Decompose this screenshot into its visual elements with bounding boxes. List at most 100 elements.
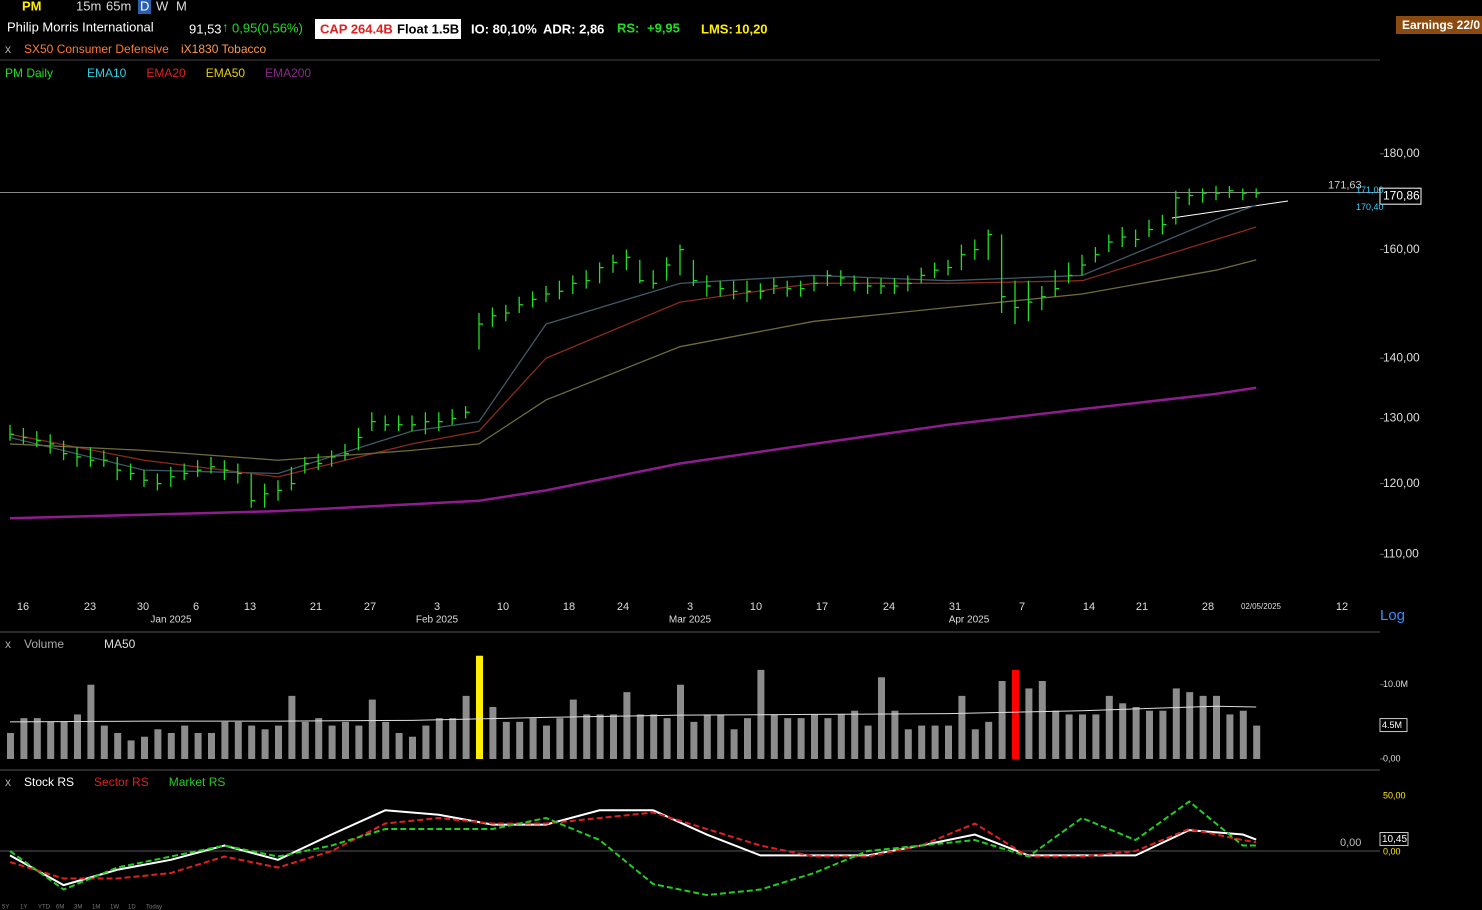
time-range[interactable]: 1M xyxy=(92,905,100,910)
interval[interactable]: M xyxy=(176,0,187,13)
volume-bar xyxy=(811,714,818,759)
time-range[interactable]: 5Y xyxy=(2,905,9,910)
volume-bar xyxy=(703,714,711,759)
y-tick-label: 160,00 xyxy=(1383,242,1420,256)
lms-value: 10,20 xyxy=(735,21,768,36)
volume-bar xyxy=(248,725,256,759)
volume-bar xyxy=(985,721,993,759)
x-tick-label: 12 xyxy=(1336,601,1348,613)
close-group[interactable]: x xyxy=(5,42,11,56)
volume-bar xyxy=(154,729,162,759)
x-tick-label: 6 xyxy=(193,601,199,613)
volume-bar xyxy=(569,699,577,759)
volume-bar xyxy=(127,740,135,759)
volume-bar xyxy=(864,725,872,759)
volume-bar xyxy=(663,718,671,759)
volume-bar xyxy=(476,655,483,759)
volume-bar xyxy=(945,725,952,759)
volume-bar xyxy=(1105,695,1113,759)
volume-bar xyxy=(837,714,845,759)
price: 91,53 xyxy=(189,21,222,36)
volume-bar xyxy=(100,725,108,759)
chart-title: PM Daily xyxy=(5,66,53,80)
interval[interactable]: D xyxy=(140,0,149,13)
y-tick-label: 140,00 xyxy=(1383,350,1420,364)
last-volume-box xyxy=(1379,718,1408,733)
volume-bar xyxy=(583,714,591,759)
volume-bar xyxy=(797,718,805,759)
volume-bar xyxy=(1092,714,1100,759)
volume-bar xyxy=(382,721,390,759)
volume-bar xyxy=(891,710,899,759)
bid-ask: 171,00 xyxy=(1356,185,1384,195)
symbol[interactable]: PM xyxy=(22,0,42,13)
time-range[interactable]: YTD xyxy=(38,905,51,910)
volume-bar xyxy=(904,729,912,759)
time-range[interactable]: 1D xyxy=(128,905,136,910)
bid-ask: 170,40 xyxy=(1356,202,1384,212)
trend-line xyxy=(1171,200,1289,219)
volume-bar xyxy=(462,695,470,759)
legend-entry: Sector RS xyxy=(94,775,149,789)
x-tick-label: 18 xyxy=(563,601,575,613)
volume-bar xyxy=(543,725,550,759)
legend-entry: Stock RS xyxy=(24,775,74,789)
volume-bar xyxy=(1253,725,1261,759)
volume-bar xyxy=(261,729,269,759)
volume-bar xyxy=(449,718,457,759)
volume-bar xyxy=(1146,710,1153,759)
legend-entry: EMA20 xyxy=(146,66,186,80)
ema-line xyxy=(9,204,1257,475)
scale-toggle[interactable]: Log xyxy=(1380,607,1405,624)
ma-line xyxy=(9,705,1257,723)
time-range[interactable]: 1W xyxy=(110,905,119,910)
sector[interactable]: SX50 Consumer Defensive xyxy=(24,42,169,56)
interval-selected xyxy=(138,0,151,14)
earnings: Earnings 22/0 xyxy=(1402,18,1480,32)
y-tick-label: 120,00 xyxy=(1383,476,1420,490)
legend-entry: EMA10 xyxy=(87,66,127,80)
rs-value: +9,95 xyxy=(647,20,680,35)
volume-bar xyxy=(824,718,832,759)
volume-bar xyxy=(368,699,376,759)
x-tick-label: 14 xyxy=(1083,601,1095,613)
volume-bar xyxy=(489,707,497,759)
last-volume: 4.5M xyxy=(1382,720,1402,730)
time-range[interactable]: Today xyxy=(146,905,162,910)
volume-bar xyxy=(516,721,524,759)
rs-line xyxy=(9,811,1257,880)
volume-bar xyxy=(315,718,323,759)
volume-bar xyxy=(181,725,189,759)
volume-bar xyxy=(1052,710,1060,759)
y-tick-label: 0,00 xyxy=(1383,753,1401,763)
x-tick-label: 10 xyxy=(750,601,762,613)
volume-bar xyxy=(1226,714,1234,759)
volume-bar xyxy=(770,714,778,759)
rs-last: 10,45 xyxy=(1382,834,1407,845)
volume-bar xyxy=(529,718,537,759)
interval[interactable]: 65m xyxy=(106,0,131,13)
volume-bar xyxy=(998,681,1006,759)
panel-title: Volume xyxy=(24,637,64,651)
volume-bar xyxy=(690,721,698,759)
time-range[interactable]: 3M xyxy=(74,905,82,910)
volume-bar xyxy=(851,710,859,759)
close-panel: x xyxy=(5,775,11,789)
interval[interactable]: W xyxy=(156,0,169,13)
time-range[interactable]: 1Y xyxy=(20,905,27,910)
volume-bar xyxy=(288,695,296,759)
x-tick-label: 16 xyxy=(17,601,29,613)
rs-last-box xyxy=(1379,832,1409,847)
legend-entry: MA50 xyxy=(104,637,136,651)
industry[interactable]: iX1830 Tobacco xyxy=(181,42,267,56)
x-sublabel: Feb 2025 xyxy=(416,615,459,626)
volume-bar xyxy=(1025,688,1033,759)
volume-bar xyxy=(556,718,564,759)
y-tick-label: 0,00 xyxy=(1383,846,1401,856)
time-range[interactable]: 6M xyxy=(56,905,64,910)
interval[interactable]: 15m xyxy=(76,0,101,13)
volume-bar xyxy=(301,721,309,759)
volume-bar xyxy=(20,718,28,759)
